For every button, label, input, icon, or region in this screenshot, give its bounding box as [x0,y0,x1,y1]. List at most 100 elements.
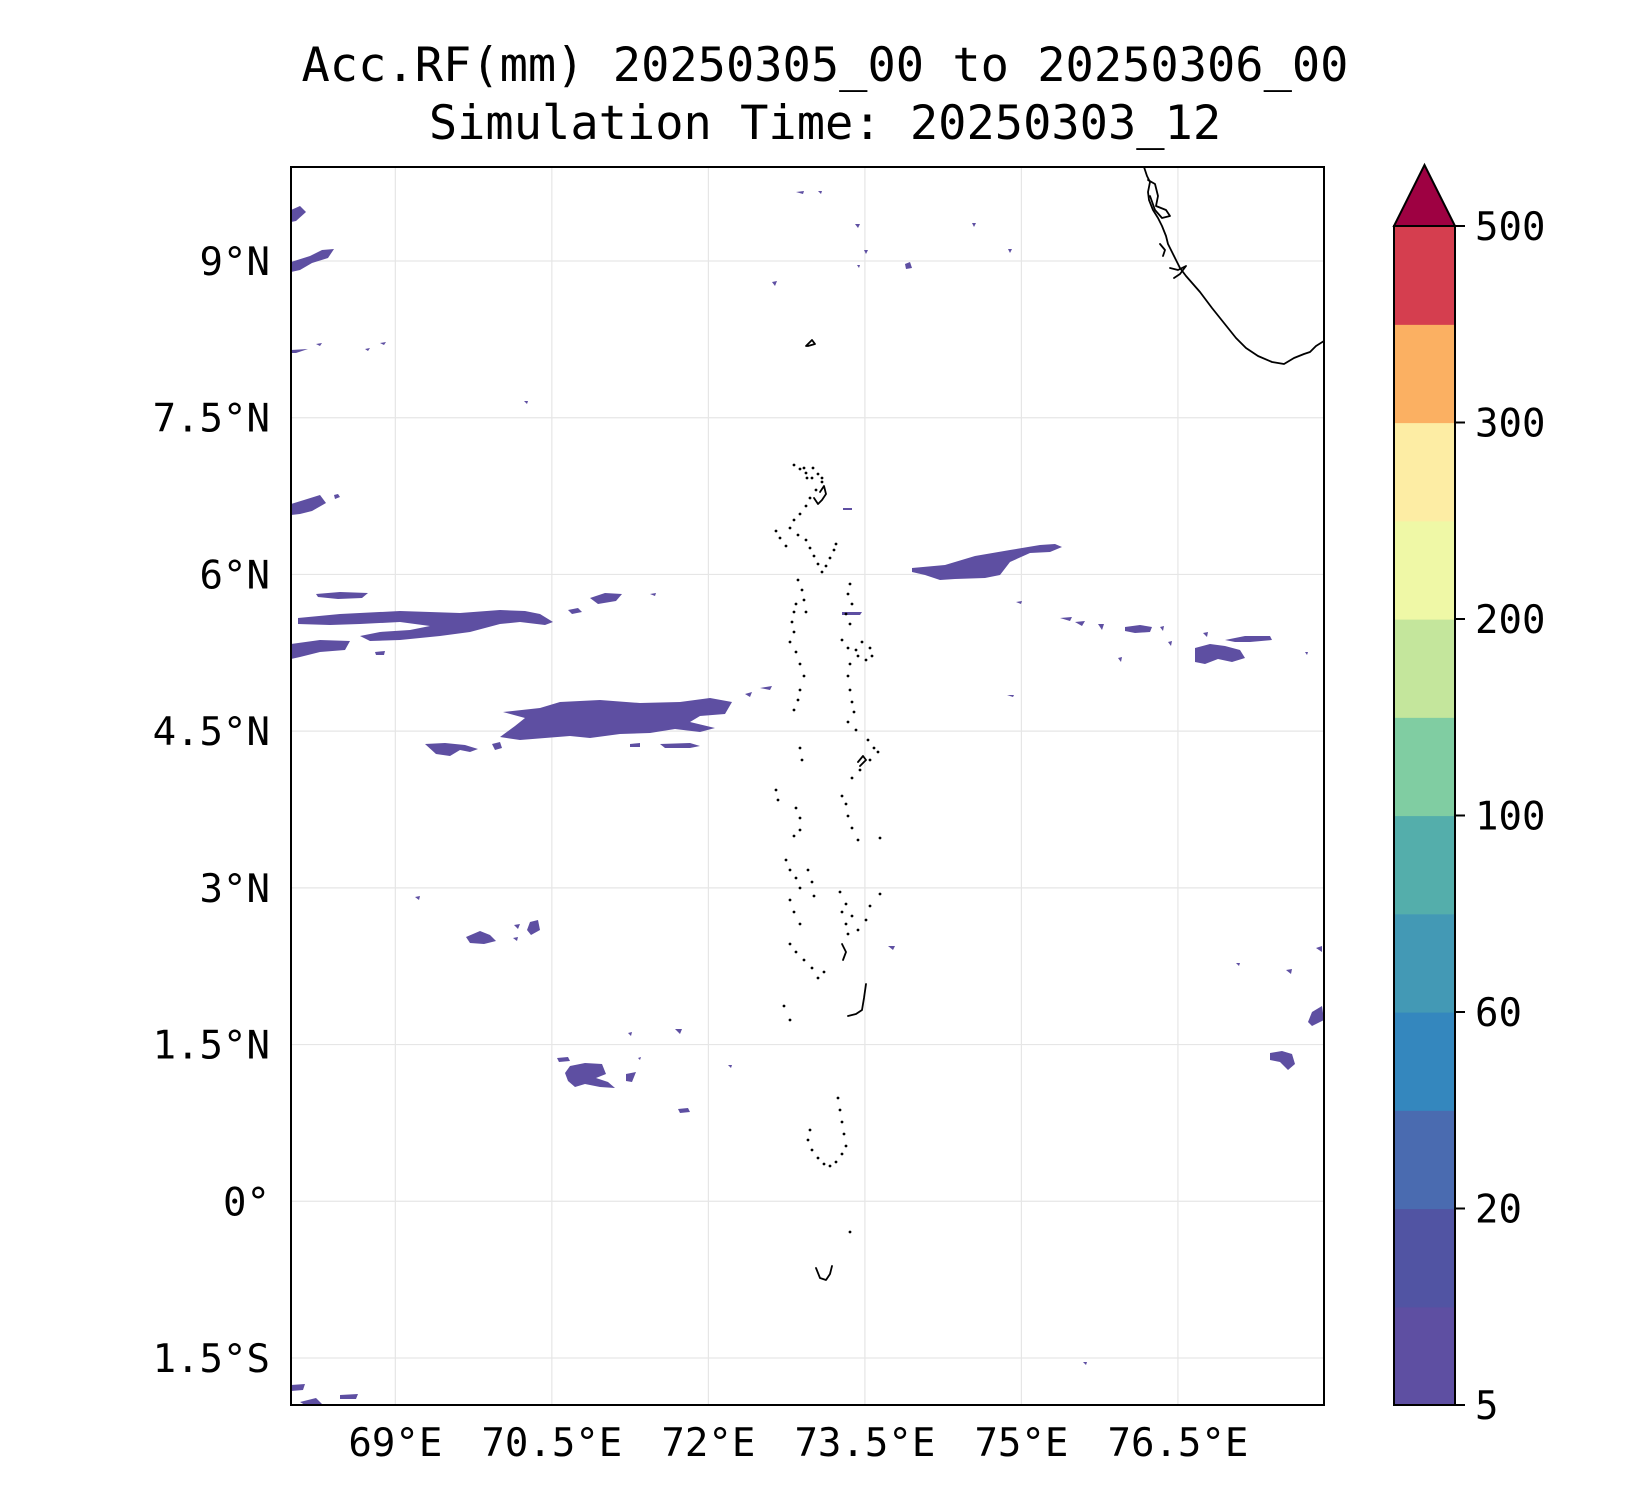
atoll-dot [788,1018,792,1022]
plot-frame [290,166,1325,1406]
atoll-dot [856,654,860,658]
rain-patch [864,250,868,254]
atoll-dot [846,932,850,936]
colorbar-tick-label: 5 [1475,1384,1498,1429]
x-tick-label: 72°E [661,1421,755,1466]
atoll-dot [792,518,796,522]
colorbar-segment [1394,324,1455,424]
rain-patch [316,592,368,599]
atoll-dot [848,622,852,626]
rain-patch [728,1065,732,1068]
rain-patch [365,348,370,351]
atoll-dot [784,544,788,548]
atoll-dot [804,610,808,614]
colorbar-segment [1394,619,1455,718]
rain-patch [1125,625,1152,633]
axes: 69°E 70.5°E 72°E 73.5°E 75°E 76.5°E 9°N 7.5°N 6°… [153,240,1249,1466]
rain-patch [1305,652,1308,655]
rain-patch [568,608,582,614]
atoll-dot [794,806,798,810]
atoll-dot [846,674,850,678]
atoll-dot [796,698,800,702]
atoll-dot [788,898,792,902]
rain-patch [772,281,777,286]
island-coastline [857,755,867,767]
atoll-dot [878,836,882,840]
atoll-dot [810,966,814,970]
atoll-dot [806,1138,810,1142]
atoll-dot [804,504,808,508]
atoll-dot [788,640,792,644]
rain-patch [1286,969,1292,974]
india-coastline [1143,167,1324,365]
atoll-dot [846,720,850,724]
atoll-dot [856,838,860,842]
atoll-dot [834,542,838,546]
atoll-dot [802,674,806,678]
atoll-dot [850,602,854,606]
atoll-dot [878,892,882,896]
atoll-dot [804,538,808,542]
atoll-dot [832,548,836,552]
atoll-dot [784,858,788,862]
atoll-dot [840,1120,844,1124]
atoll-dot [868,646,872,650]
atoll-dot [776,798,780,802]
colorbar: 5 20 60 100 200 300 500 [1392,162,1545,1429]
colorbar-tick-label: 300 [1475,402,1545,447]
atoll-dot [848,582,852,586]
india-coastline [1169,265,1187,279]
rain-patch [1270,1051,1295,1070]
atoll-dot [840,794,844,798]
atoll-dot [782,1004,786,1008]
atoll-dot [850,826,854,830]
atoll-dot [794,650,798,654]
island-coastline [815,1265,833,1281]
rain-patch [760,686,772,690]
atoll-dot [805,476,809,480]
rain-patch [1060,617,1072,621]
y-tick-label: 7.5°N [153,397,270,442]
rain-patch [1308,1006,1324,1026]
atoll-dot [798,662,802,666]
atoll-dot [788,868,792,872]
colorbar-tick-label: 20 [1475,1188,1522,1233]
atoll-dot [790,620,794,624]
atoll-dot [808,546,812,550]
rain-patch [678,1108,690,1113]
rain-patch [291,640,350,659]
y-tick-label: 4.5°N [153,710,270,755]
map-title-line-2: Simulation Time: 20250303_12 [428,96,1222,151]
rain-patch [1118,657,1122,662]
atoll-dot [798,816,802,820]
atoll-dot [828,1164,832,1168]
atoll-dot [848,662,852,666]
rain-patch [1203,632,1208,637]
rain-patch [1008,249,1012,253]
rain-patch [415,896,420,900]
rain-patch [1168,641,1172,646]
atoll-dot [842,1132,846,1136]
rain-patch [514,924,520,929]
atoll-dot [838,1108,842,1112]
atoll-dot [844,922,848,926]
rain-patch [905,262,912,269]
rain-patch [492,742,502,750]
atoll-dot [808,496,812,500]
rain-patch [1083,1362,1087,1365]
atoll-dot [822,970,826,974]
atoll-dot [846,592,850,596]
island-coastline [813,485,827,505]
atoll-dot [798,828,802,832]
rain-patch [300,1398,322,1405]
atoll-dot [846,646,850,650]
rain-patch [630,743,640,747]
map-title-line-1: Acc.RF(mm) 20250305_00 to 20250306_00 [301,38,1349,93]
atoll-dot [798,886,802,890]
atoll-dot [802,466,806,470]
rain-patch [316,343,322,346]
atoll-dot [804,471,808,475]
y-tick-label: 1.5°N [153,1024,270,1069]
atoll-dot [796,533,800,537]
